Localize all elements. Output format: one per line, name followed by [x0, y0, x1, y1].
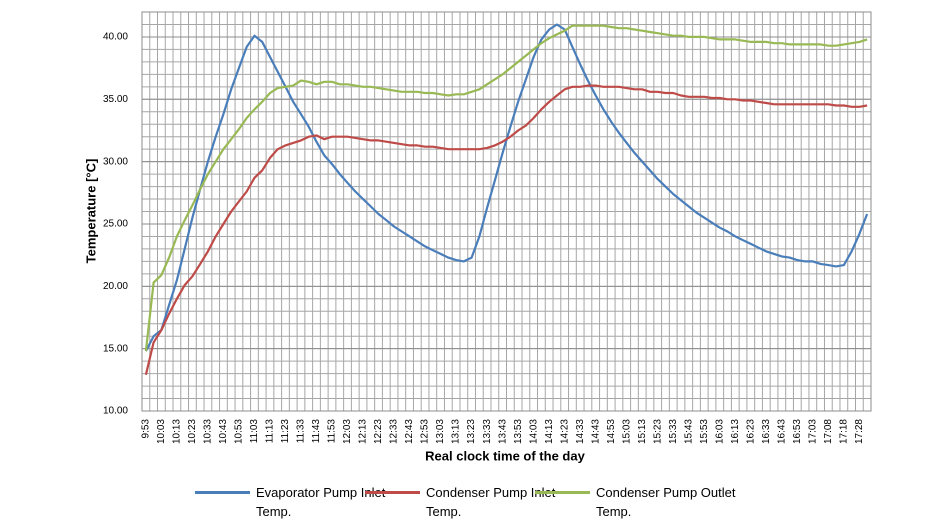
x-axis-title: Real clock time of the day	[425, 448, 585, 463]
x-tick-label: 12:23	[373, 419, 384, 444]
x-tick-label: 17:28	[854, 419, 865, 444]
y-tick-label: 40.00	[103, 32, 128, 43]
x-tick-label: 16:33	[761, 419, 772, 444]
x-tick-label: 11:03	[249, 419, 260, 444]
x-tick-label: 15:33	[668, 419, 679, 444]
x-tick-label: 16:53	[792, 419, 803, 444]
y-tick-label: 25.00	[103, 219, 128, 230]
x-tick-label: 15:13	[637, 419, 648, 444]
y-tick-label: 35.00	[103, 94, 128, 105]
x-tick-label: 13:13	[451, 419, 462, 444]
x-tick-label: 10:33	[203, 419, 214, 444]
x-tick-label: 14:23	[559, 419, 570, 444]
y-tick-label: 30.00	[103, 156, 128, 167]
x-tick-label: 11:53	[327, 419, 338, 444]
x-tick-label: 11:33	[296, 419, 307, 444]
legend-entry: Condenser Pump Outlet Temp.	[535, 483, 761, 521]
x-tick-label: 12:13	[358, 419, 369, 444]
x-tick-label: 17:18	[838, 419, 849, 444]
x-tick-label: 12:43	[404, 419, 415, 444]
x-tick-label: 10:13	[172, 419, 183, 444]
x-tick-label: 16:13	[730, 419, 741, 444]
x-tick-label: 13:03	[435, 419, 446, 444]
x-tick-label: 13:33	[482, 419, 493, 444]
legend-entry: Condenser Pump Inlet Temp.	[365, 483, 591, 521]
x-tick-label: 10:23	[187, 419, 198, 444]
x-tick-label: 12:03	[342, 419, 353, 444]
x-tick-label: 15:03	[621, 419, 632, 444]
x-tick-label: 11:43	[311, 419, 322, 444]
y-tick-label: 20.00	[103, 281, 128, 292]
legend-swatch	[535, 491, 590, 494]
legend-swatch	[195, 491, 250, 494]
legend-label: Condenser Pump Outlet Temp.	[596, 485, 736, 519]
x-tick-label: 13:23	[466, 419, 477, 444]
plot-border	[141, 11, 872, 412]
x-tick-label: 13:53	[513, 419, 524, 444]
legend-label: Condenser Pump Inlet Temp.	[426, 485, 556, 519]
x-tick-label: 15:53	[699, 419, 710, 444]
x-tick-label: 11:13	[265, 419, 276, 444]
x-tick-label: 9:53	[141, 419, 152, 439]
x-tick-label: 10:53	[234, 419, 245, 444]
legend-entry: Evaporator Pump Inlet Temp.	[195, 483, 421, 521]
x-tick-label: 14:43	[590, 419, 601, 444]
x-tick-label: 16:43	[776, 419, 787, 444]
x-tick-label: 10:03	[156, 419, 167, 444]
x-tick-label: 12:53	[420, 419, 431, 444]
x-tick-label: 17:03	[807, 419, 818, 444]
x-tick-label: 16:03	[714, 419, 725, 444]
x-tick-label: 12:33	[389, 419, 400, 444]
x-tick-label: 14:03	[528, 419, 539, 444]
x-tick-label: 16:23	[745, 419, 756, 444]
x-tick-label: 11:23	[280, 419, 291, 444]
y-axis-title: Temperature [°C]	[83, 159, 98, 264]
x-tick-label: 10:43	[218, 419, 229, 444]
x-tick-label: 13:43	[497, 419, 508, 444]
legend-label: Evaporator Pump Inlet Temp.	[256, 485, 386, 519]
x-tick-label: 17:08	[823, 419, 834, 444]
series-line	[144, 24, 868, 352]
x-tick-label: 15:23	[652, 419, 663, 444]
x-tick-label: 14:53	[606, 419, 617, 444]
x-tick-label: 15:43	[683, 419, 694, 444]
x-tick-label: 14:33	[575, 419, 586, 444]
series-line	[144, 84, 868, 376]
y-tick-label: 10.00	[103, 406, 128, 417]
y-tick-label: 15.00	[103, 343, 128, 354]
x-tick-label: 14:13	[544, 419, 555, 444]
legend-swatch	[365, 491, 420, 494]
